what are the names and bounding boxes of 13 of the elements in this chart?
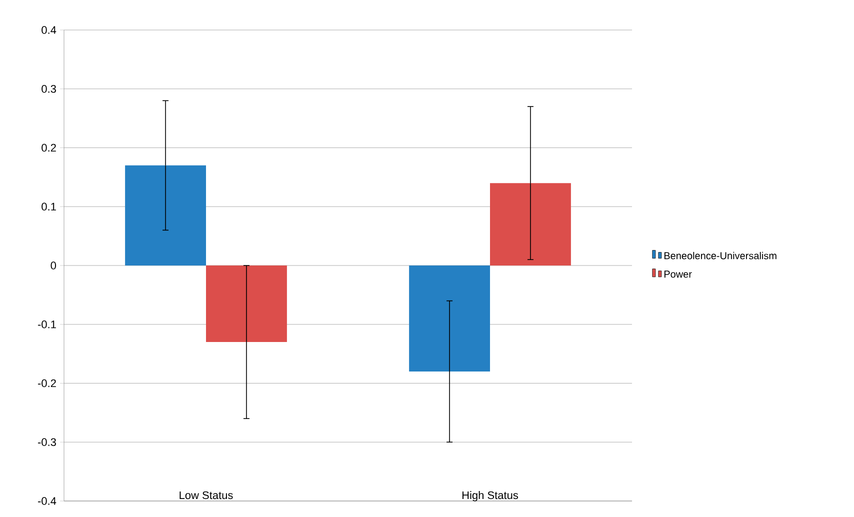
y-tick-label: 0.4 xyxy=(42,26,56,34)
y-tick-label: 0.1 xyxy=(42,202,56,211)
x-tick-label: High Status xyxy=(462,491,518,502)
legend-label: Beneolence-Universalism xyxy=(664,252,776,260)
y-tick-label: -0.1 xyxy=(38,320,56,328)
y-tick-label: 0 xyxy=(50,262,56,270)
y-tick-label: 0.3 xyxy=(42,84,56,93)
y-tick-label: -0.2 xyxy=(38,379,56,388)
x-tick-label: Low Status xyxy=(180,491,233,500)
y-tick-label: -0.3 xyxy=(38,438,56,446)
y-tick-label: -0.4 xyxy=(38,497,56,505)
legend-label: Power xyxy=(664,270,692,278)
y-tick-label: 0.2 xyxy=(42,144,56,152)
